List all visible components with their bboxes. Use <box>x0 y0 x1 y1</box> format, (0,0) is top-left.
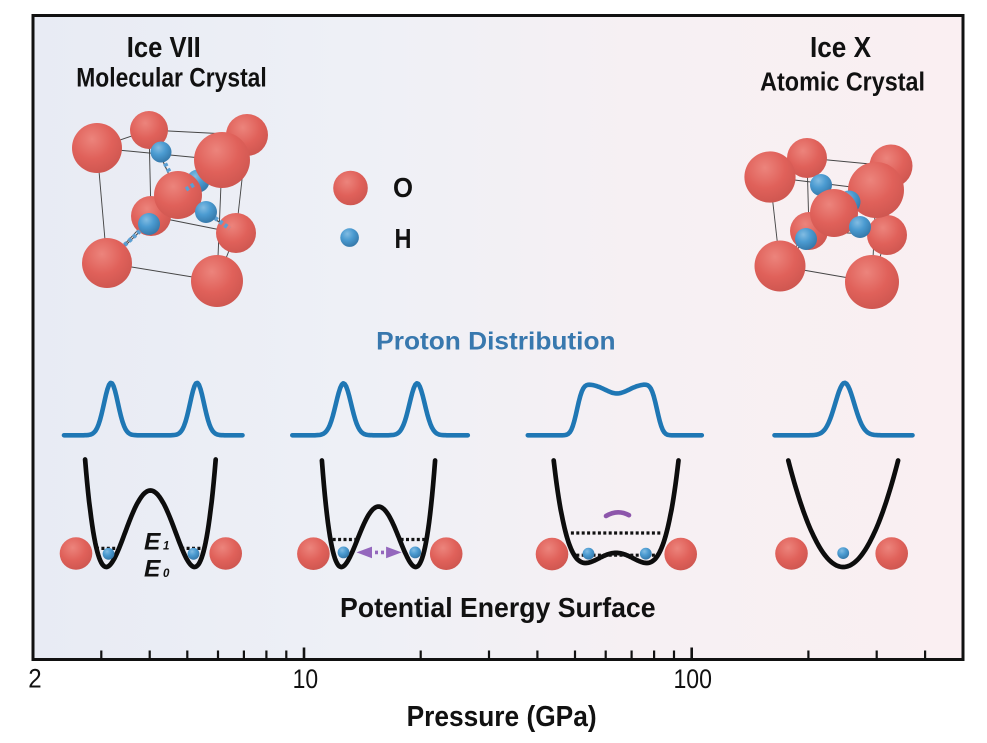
svg-text:10: 10 <box>293 664 319 694</box>
svg-text:2: 2 <box>28 664 41 694</box>
svg-text:Proton Distribution: Proton Distribution <box>376 329 615 356</box>
svg-text:100: 100 <box>673 664 712 694</box>
svg-text:1: 1 <box>163 541 169 553</box>
svg-text:O: O <box>393 172 413 203</box>
svg-text:Pressure (GPa): Pressure (GPa) <box>407 701 597 733</box>
svg-text:H: H <box>395 223 412 254</box>
svg-text:E: E <box>144 528 161 555</box>
svg-text:Potential Energy Surface: Potential Energy Surface <box>340 592 656 623</box>
svg-text:Ice VII: Ice VII <box>127 32 201 64</box>
svg-text:E: E <box>144 556 161 583</box>
svg-text:0: 0 <box>163 568 170 580</box>
svg-text:Molecular Crystal: Molecular Crystal <box>76 62 267 92</box>
svg-text:Ice X: Ice X <box>810 32 872 64</box>
svg-text:Atomic Crystal: Atomic Crystal <box>760 67 925 97</box>
